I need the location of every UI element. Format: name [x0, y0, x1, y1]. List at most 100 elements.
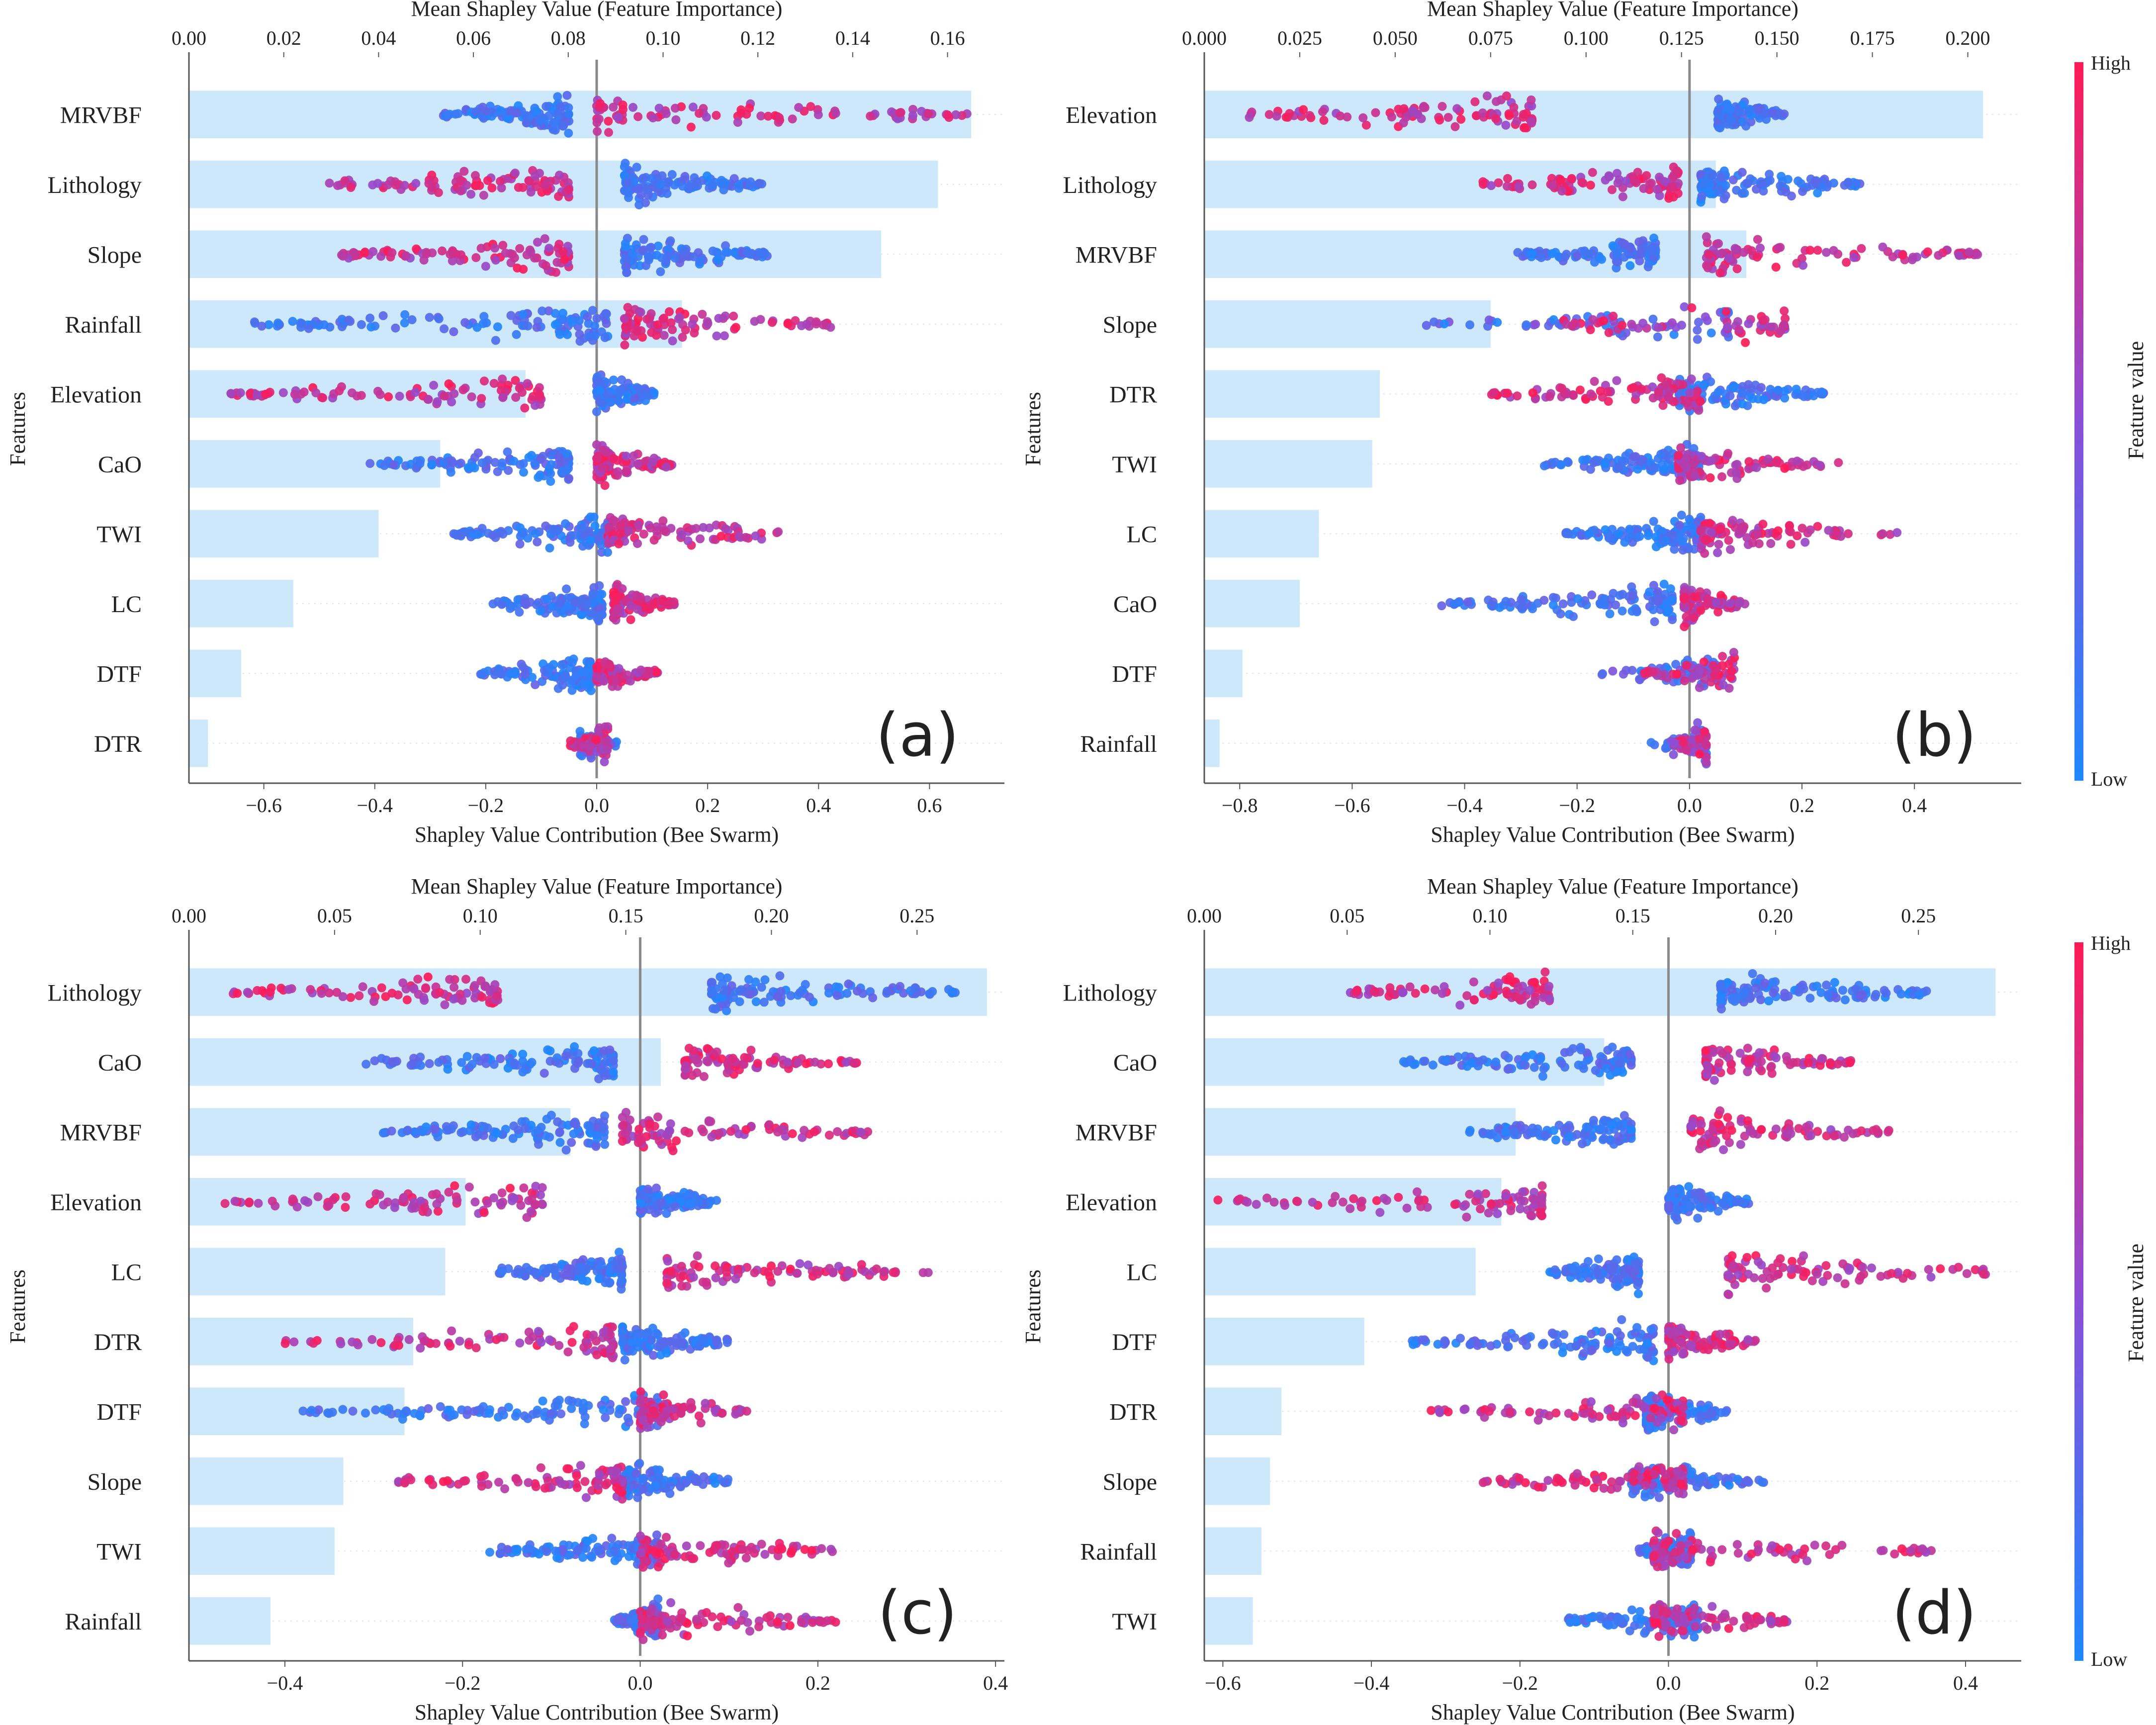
- shap-point: [569, 531, 578, 541]
- shap-point: [634, 520, 643, 530]
- shap-point: [613, 1256, 622, 1265]
- shap-point: [733, 118, 742, 127]
- shap-point: [1695, 734, 1704, 744]
- shap-point: [557, 467, 566, 477]
- shap-point: [562, 584, 571, 594]
- shap-point: [407, 315, 417, 324]
- shap-point: [653, 1112, 662, 1122]
- shap-point: [1648, 393, 1658, 403]
- shap-point: [452, 1195, 462, 1205]
- feature-label: LC: [1127, 521, 1157, 547]
- shap-point: [736, 985, 746, 995]
- shap-point: [792, 1269, 802, 1278]
- shap-point: [1612, 376, 1621, 385]
- shap-point: [1563, 528, 1572, 538]
- shap-point: [831, 108, 840, 118]
- shap-point: [599, 1123, 609, 1132]
- shap-point: [841, 1058, 851, 1067]
- shap-point: [659, 331, 669, 340]
- shap-point: [649, 600, 659, 609]
- shap-point: [564, 103, 573, 112]
- shap-point: [477, 458, 487, 467]
- shap-point: [503, 447, 512, 456]
- shap-point: [537, 1338, 546, 1347]
- shap-point: [446, 467, 455, 477]
- shap-point: [1757, 383, 1766, 392]
- shap-point: [712, 111, 721, 120]
- shap-point: [592, 1130, 601, 1140]
- shap-point: [1697, 191, 1707, 200]
- shap-point: [1733, 317, 1742, 326]
- shap-point: [686, 182, 695, 191]
- shap-point: [1628, 591, 1637, 600]
- shap-point: [684, 1128, 694, 1138]
- shap-point: [549, 1265, 558, 1274]
- importance-bar: [189, 91, 972, 139]
- shap-point: [432, 1189, 441, 1198]
- shap-point: [288, 1194, 297, 1204]
- shap-point: [856, 1127, 866, 1137]
- shap-point: [449, 995, 458, 1004]
- shap-point: [541, 1269, 550, 1278]
- shap-point: [1805, 525, 1815, 535]
- shap-point: [657, 171, 667, 181]
- shap-point: [1780, 463, 1790, 473]
- shap-point: [943, 110, 952, 120]
- shap-point: [365, 313, 375, 323]
- shap-point: [734, 183, 743, 193]
- shap-point: [1577, 178, 1587, 187]
- shap-point: [542, 178, 552, 186]
- shap-point: [1771, 263, 1781, 272]
- shap-point: [1557, 384, 1567, 393]
- shap-point: [1439, 319, 1449, 329]
- shap-point: [800, 1126, 809, 1135]
- shap-point: [1728, 516, 1737, 525]
- shap-point: [1575, 385, 1585, 395]
- shap-point: [711, 1004, 720, 1014]
- shap-point: [1798, 261, 1807, 270]
- shap-point: [1422, 321, 1431, 330]
- shap-point: [599, 676, 609, 686]
- shap-point: [704, 1116, 714, 1125]
- shap-point: [794, 1058, 803, 1067]
- shap-point: [1495, 603, 1504, 612]
- shap-point: [677, 1262, 686, 1271]
- shap-point: [654, 1136, 664, 1145]
- shap-point: [1695, 749, 1704, 759]
- shap-point: [1588, 315, 1598, 324]
- shap-point: [1690, 471, 1700, 481]
- shap-point: [220, 1199, 230, 1208]
- shap-point: [1752, 253, 1762, 262]
- shap-point: [515, 1338, 525, 1348]
- shap-point: [1539, 461, 1549, 470]
- shap-point: [1694, 406, 1704, 415]
- y-axis-title: Features: [1021, 392, 1045, 466]
- importance-bar: [189, 1597, 270, 1645]
- shap-point: [491, 256, 501, 265]
- shap-point: [1583, 250, 1593, 259]
- shap-point: [399, 1193, 408, 1203]
- importance-bar: [1204, 719, 1220, 767]
- shap-point: [435, 988, 445, 997]
- shap-point: [1661, 599, 1671, 608]
- feature-label: TWI: [96, 521, 142, 547]
- shap-point: [622, 452, 631, 461]
- shap-point: [553, 1117, 562, 1126]
- shap-point: [278, 388, 288, 397]
- shap-point: [641, 198, 650, 207]
- shap-point: [1503, 182, 1512, 191]
- shap-point: [719, 185, 728, 194]
- shap-point: [1758, 520, 1768, 529]
- shap-point: [515, 244, 525, 253]
- shap-point: [1435, 115, 1444, 125]
- shap-point: [1714, 540, 1723, 549]
- shap-point: [633, 112, 643, 121]
- shap-point: [844, 1267, 853, 1276]
- shap-point: [540, 234, 549, 243]
- shap-point: [514, 1265, 523, 1274]
- shap-point: [1678, 545, 1688, 555]
- shap-point: [570, 1042, 579, 1051]
- top-tick-label: 0.175: [1850, 27, 1895, 49]
- shap-point: [512, 108, 521, 118]
- shap-point: [722, 1338, 732, 1347]
